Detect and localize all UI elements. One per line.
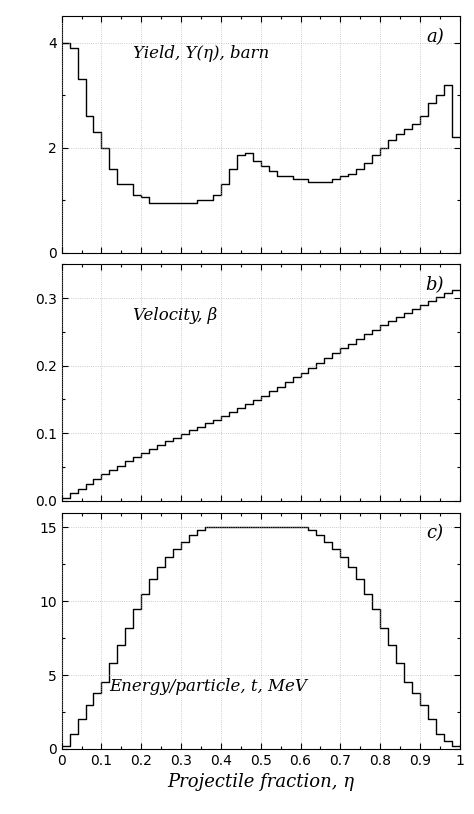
- Text: Velocity, β: Velocity, β: [133, 307, 218, 324]
- Text: Energy/particle, t, MeV: Energy/particle, t, MeV: [109, 678, 307, 695]
- Text: b): b): [425, 276, 444, 294]
- Text: Yield, Y(η), barn: Yield, Y(η), barn: [133, 45, 270, 62]
- X-axis label: Projectile fraction, η: Projectile fraction, η: [167, 773, 354, 791]
- Text: a): a): [426, 28, 444, 46]
- Text: c): c): [427, 524, 444, 542]
